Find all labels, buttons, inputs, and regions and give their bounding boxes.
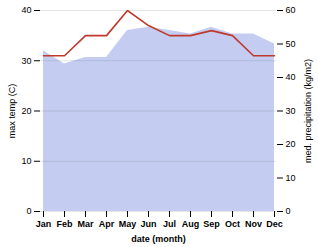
svg-text:Nov: Nov [245,219,262,229]
svg-text:Jun: Jun [140,219,156,229]
svg-text:May: May [119,219,137,229]
svg-text:Jul: Jul [163,219,176,229]
svg-text:40: 40 [21,5,31,15]
svg-text:Sep: Sep [203,219,220,229]
svg-text:Dec: Dec [266,219,283,229]
svg-text:med. precipitation (kg/m2): med. precipitation (kg/m2) [303,59,313,163]
svg-text:Aug: Aug [182,219,200,229]
svg-text:0: 0 [26,206,31,216]
svg-text:Apr: Apr [99,219,115,229]
svg-text:Feb: Feb [56,219,73,229]
svg-text:60: 60 [286,5,296,15]
svg-text:date (month): date (month) [131,234,186,244]
svg-text:10: 10 [286,173,296,183]
svg-text:40: 40 [286,72,296,82]
svg-text:10: 10 [21,156,31,166]
svg-text:30: 30 [21,56,31,66]
svg-text:Oct: Oct [225,219,240,229]
svg-text:max temp (C): max temp (C) [7,84,17,139]
svg-text:20: 20 [21,106,31,116]
svg-text:Mar: Mar [77,219,94,229]
svg-text:50: 50 [286,39,296,49]
svg-text:Jan: Jan [36,219,52,229]
svg-text:20: 20 [286,139,296,149]
svg-text:0: 0 [286,206,291,216]
svg-text:30: 30 [286,106,296,116]
